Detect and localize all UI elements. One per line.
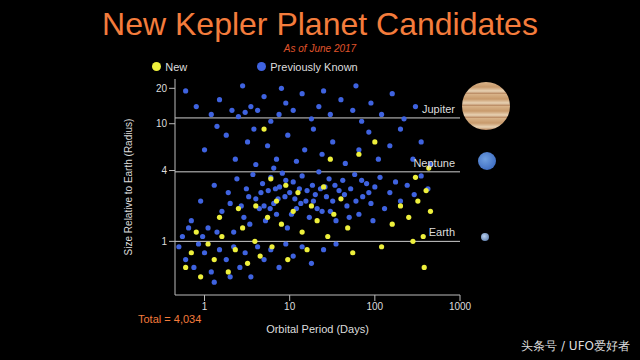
svg-text:Earth: Earth (429, 226, 455, 238)
html-text:New: New (165, 61, 188, 73)
svg-text:100: 100 (366, 301, 383, 312)
html-text:Total = 4,034: Total = 4,034 (138, 313, 202, 325)
svg-text:Size Relative to Earth (Radius: Size Relative to Earth (Radius) (123, 119, 134, 256)
svg-text:Jupiter: Jupiter (422, 103, 455, 115)
html-text:As of June 2017: As of June 2017 (283, 43, 357, 54)
html-text:Previously Known: Previously Known (270, 61, 358, 73)
svg-text:Neptune: Neptune (413, 157, 455, 169)
svg-text:Orbital Period (Days): Orbital Period (Days) (266, 323, 369, 335)
html-text:头条号 / UFO爱好者: 头条号 / UFO爱好者 (521, 339, 630, 353)
svg-text:1: 1 (161, 236, 167, 247)
svg-text:4: 4 (161, 165, 167, 176)
html-text:New Kepler Planet Candidates: New Kepler Planet Candidates (102, 6, 538, 42)
svg-text:1000: 1000 (449, 301, 472, 312)
svg-text:20: 20 (156, 83, 168, 94)
svg-text:10: 10 (284, 301, 296, 312)
svg-text:1: 1 (202, 301, 208, 312)
svg-text:10: 10 (156, 118, 168, 129)
